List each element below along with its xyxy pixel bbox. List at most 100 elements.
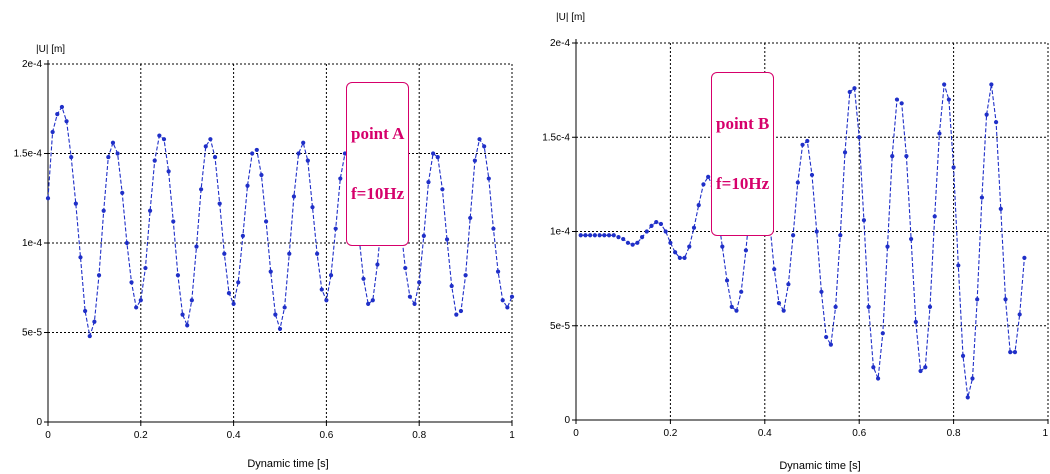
data-point [157,133,162,138]
data-point [861,218,867,223]
data-point [231,301,236,306]
data-point [993,120,999,125]
data-point [592,233,597,238]
data-point [333,226,338,231]
data-point [970,376,975,381]
data-point [578,233,583,238]
annotation-point-a-line-2: f=10Hz [351,184,405,203]
data-point [222,251,227,256]
data-point [814,229,819,234]
data-point [984,112,989,117]
y-tick-label: 5e-5 [550,321,570,332]
data-point [203,144,208,149]
data-point [236,280,241,285]
data-point [625,240,631,245]
data-point [143,265,148,271]
data-point [734,308,739,313]
data-point [83,308,88,314]
data-point [273,312,278,317]
data-point [701,182,706,187]
data-point [310,205,315,210]
data-point [435,154,440,160]
data-point [407,294,413,299]
annotation-point-a: point A f=10Hz [346,82,410,246]
x-axis-title: Dynamic time [s] [247,458,328,470]
data-point [96,273,102,278]
data-point [250,151,255,156]
data-point [509,294,515,299]
data-point [440,187,445,192]
data-point [403,265,408,271]
data-point [866,304,871,309]
data-point [616,235,621,240]
data-point [588,233,593,238]
data-point [171,219,176,224]
data-point [691,225,697,230]
y-tick-label: 0 [36,417,42,428]
data-point [673,250,678,255]
data-point [937,131,942,136]
data-point [1017,312,1022,317]
data-point [951,165,956,170]
data-point [268,269,273,274]
series-line [580,84,1025,398]
data-point [654,219,659,225]
data-point [134,305,139,310]
data-point [59,104,65,110]
data-point [152,158,157,163]
data-point [458,308,464,314]
y-tick-label: 0 [564,415,570,426]
data-point [795,180,800,185]
data-point [838,233,843,238]
data-point [426,180,431,185]
annotation-point-a-line-1: point A [351,124,405,143]
data-point [375,262,380,267]
data-point [743,248,749,253]
x-tick-label: 0.4 [758,428,772,439]
data-point [909,236,914,242]
data-point [923,365,928,370]
data-point [706,174,711,179]
data-point [791,233,796,238]
data-point [611,233,616,238]
data-point [185,323,190,328]
data-point [899,101,904,106]
data-point [138,298,143,303]
data-point [64,119,69,124]
data-point [729,304,734,309]
data-point [166,169,171,174]
data-point [291,194,297,199]
data-point [259,172,264,178]
data-point [212,154,218,160]
data-point [366,301,371,306]
data-point [370,298,375,303]
data-point [120,190,125,195]
data-point [890,154,895,159]
data-point [720,244,725,249]
data-point [885,244,890,249]
data-point [635,240,640,245]
annotation-point-b-line-1: point B [716,114,770,133]
data-point [115,151,120,156]
data-point [682,255,687,260]
data-point [500,298,505,303]
data-point [240,233,245,238]
data-point [1012,350,1018,355]
data-point [852,86,857,91]
x-tick-label: 0.8 [412,430,426,441]
y-tick-label: 2e-4 [550,38,570,49]
data-point [417,280,422,285]
y-axis-title: |U| [m] [36,44,65,55]
data-point [454,312,459,317]
data-point [630,242,635,247]
data-point [800,142,805,147]
data-point [805,138,810,144]
data-point [296,151,301,156]
data-point [468,215,473,221]
data-point [328,273,334,278]
data-point [1003,297,1008,302]
data-point [824,334,829,340]
x-tick-label: 0.2 [663,428,677,439]
data-point [739,289,744,294]
